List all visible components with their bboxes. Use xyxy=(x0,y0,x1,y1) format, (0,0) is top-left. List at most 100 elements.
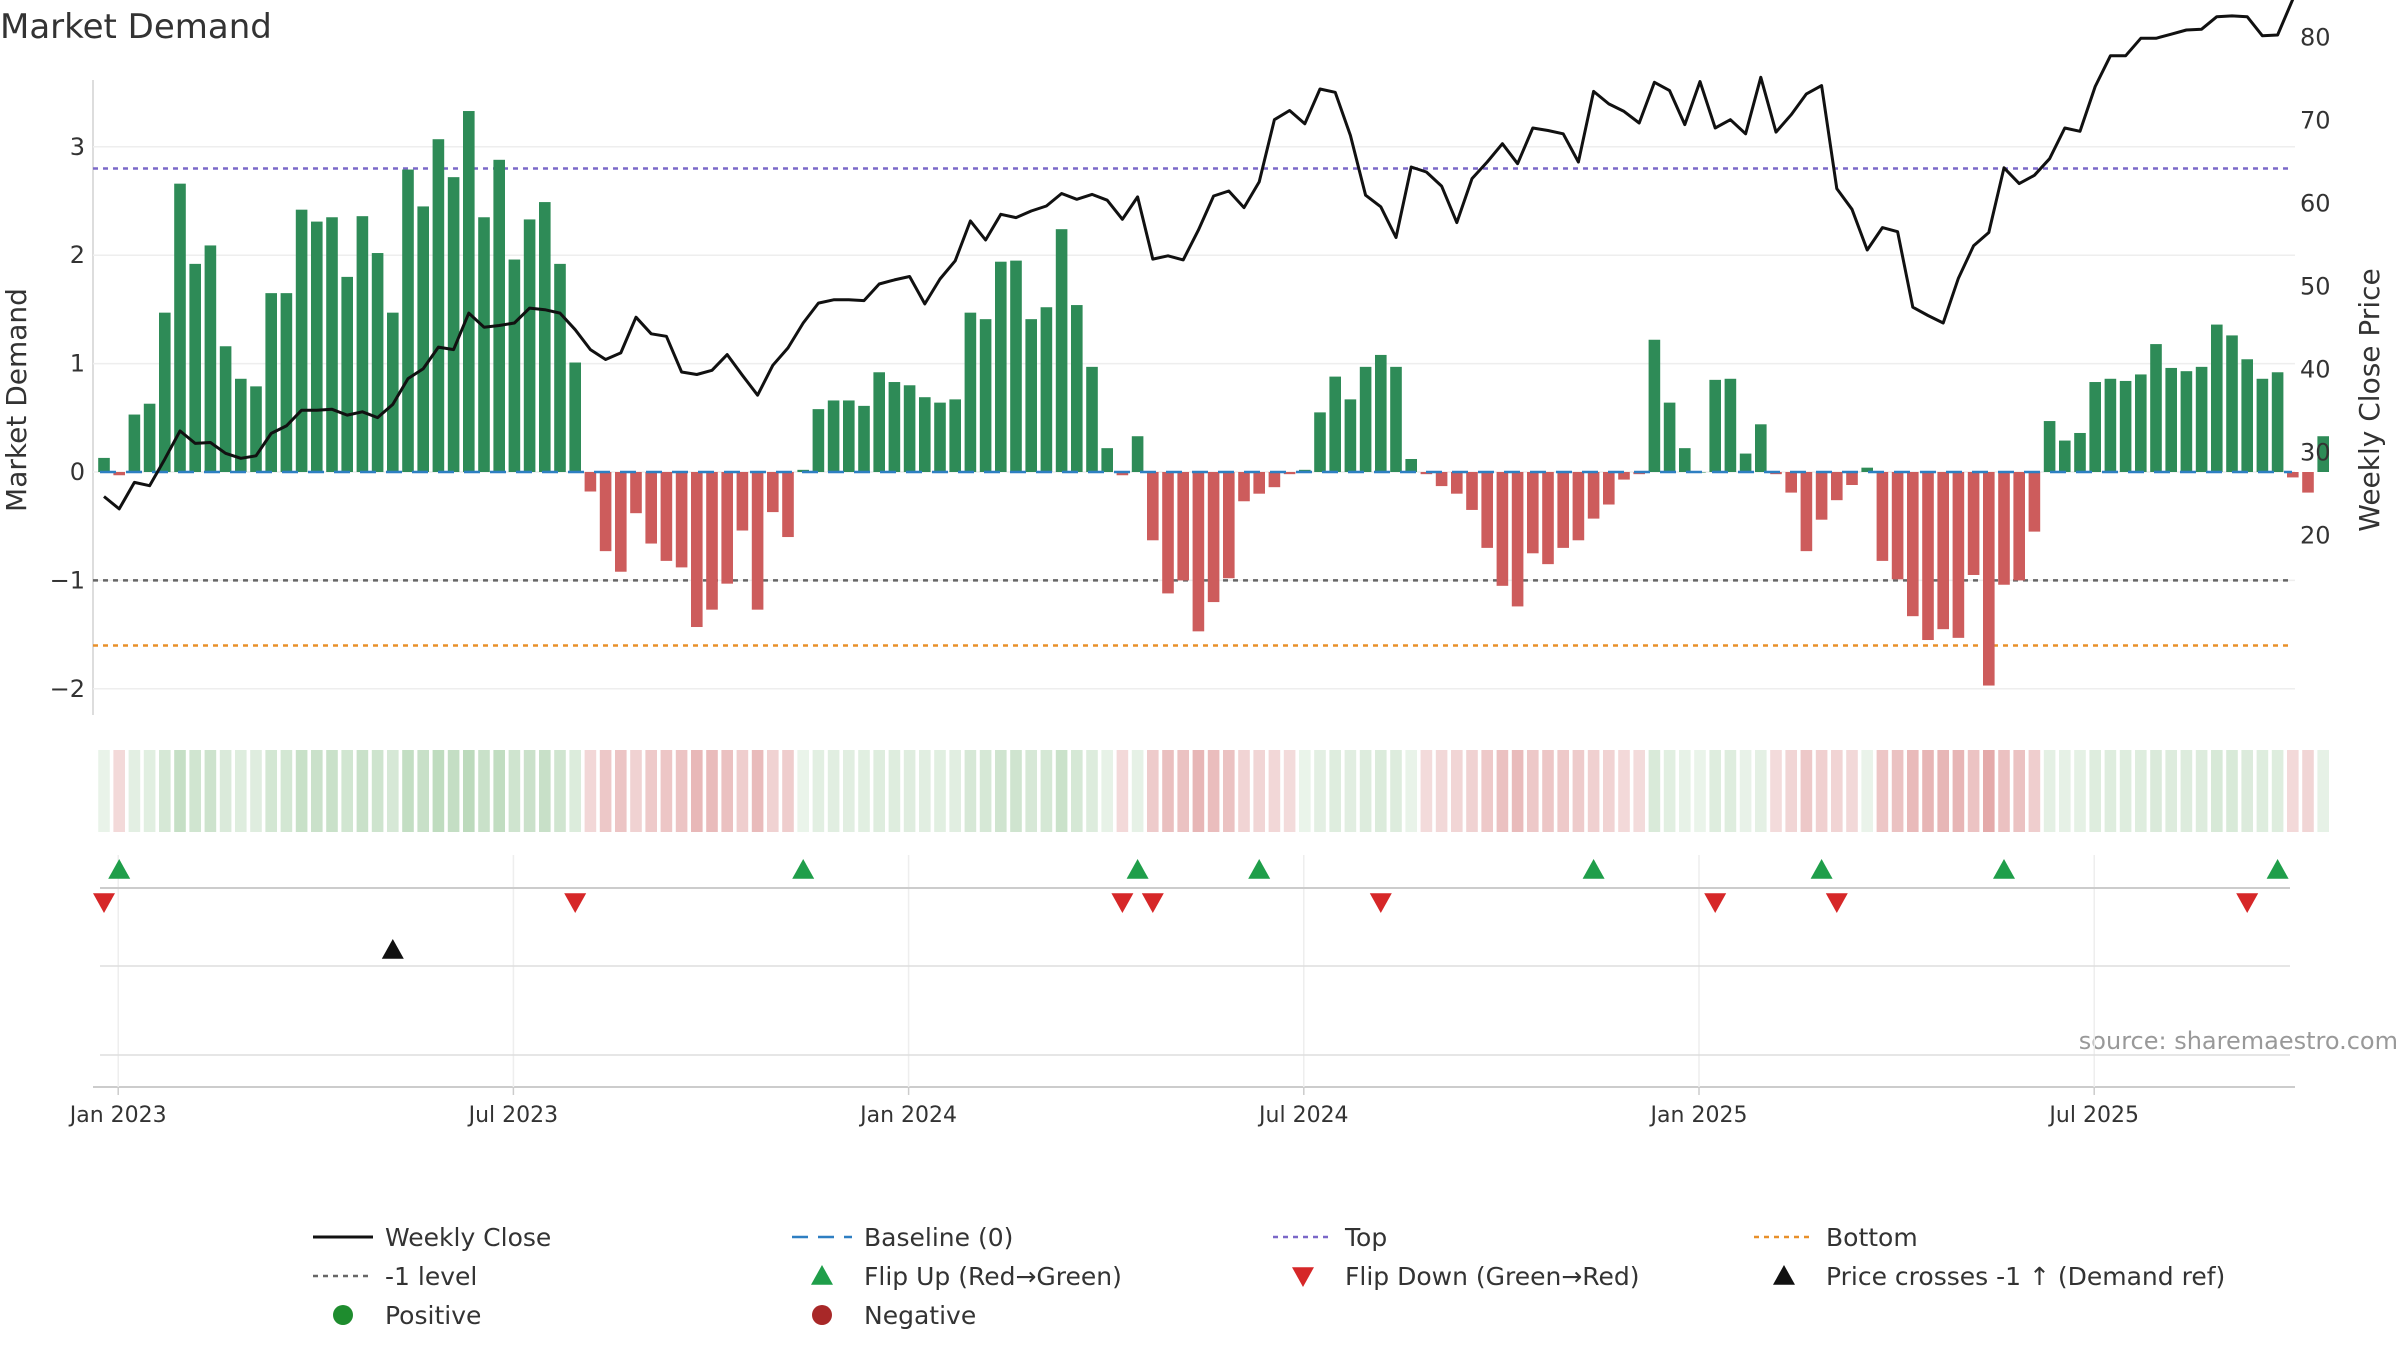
flip-down-marker xyxy=(2236,893,2259,913)
strip-cell xyxy=(1572,750,1585,832)
strip-cell xyxy=(554,750,566,832)
demand-bar xyxy=(143,403,156,472)
strip-cell xyxy=(1739,750,1752,832)
demand-bar xyxy=(949,399,961,472)
flip-up-marker xyxy=(1810,859,1833,879)
demand-bar xyxy=(1739,453,1752,472)
strip-cell xyxy=(751,750,764,832)
strip-cell xyxy=(235,750,247,832)
strip-cell xyxy=(873,750,885,832)
strip-cell xyxy=(736,750,749,832)
legend-label-positive: Positive xyxy=(385,1301,481,1330)
x-tick-label: Jul 2025 xyxy=(2047,1103,2139,1128)
demand-bar xyxy=(630,472,642,514)
legend-swatch xyxy=(333,1305,353,1325)
demand-bar xyxy=(599,472,612,552)
strip-cell xyxy=(1603,750,1615,832)
demand-bar xyxy=(1618,472,1630,480)
demand-bar xyxy=(1846,472,1858,486)
signal-markers xyxy=(93,859,2289,959)
strip-cell xyxy=(1466,750,1478,832)
demand-bar xyxy=(645,472,657,544)
strip-cell xyxy=(463,750,475,832)
strip-cell xyxy=(827,750,840,832)
demand-bar xyxy=(1405,458,1417,472)
demand-bar xyxy=(417,206,429,473)
flip-up-marker xyxy=(1993,859,2015,879)
demand-bar xyxy=(995,261,1007,472)
strip-cell xyxy=(204,750,217,832)
demand-bar xyxy=(1998,472,2010,585)
strip-cell xyxy=(1268,750,1281,832)
strip-cell xyxy=(1086,750,1098,832)
strip-cell xyxy=(1542,750,1554,832)
demand-bar xyxy=(1527,472,1539,554)
demand-bar xyxy=(1390,366,1402,472)
demand-bar xyxy=(402,169,414,472)
demand-bar xyxy=(1724,378,1737,472)
strip-cell xyxy=(387,750,399,832)
demand-bar xyxy=(265,293,277,472)
demand-bar xyxy=(873,372,885,472)
strip-cell xyxy=(1344,750,1357,832)
demand-bar xyxy=(675,472,688,568)
strip-cell xyxy=(508,750,521,832)
demand-bar xyxy=(311,221,323,472)
strip-cell xyxy=(1116,750,1129,832)
strip-cell xyxy=(2104,750,2117,832)
demand-bar xyxy=(280,293,293,472)
demand-bar xyxy=(1557,472,1569,548)
strip-cell xyxy=(2180,750,2193,832)
legend-label-close: Weekly Close xyxy=(385,1223,551,1252)
flip-up-marker xyxy=(1582,859,1605,879)
strip-cell xyxy=(402,750,414,832)
legend-swatch xyxy=(811,1265,833,1285)
weekly-close-line xyxy=(103,0,2295,511)
strip-cell xyxy=(1177,750,1189,832)
demand-bar xyxy=(569,362,581,472)
strip-cell xyxy=(2119,750,2132,832)
strip-cell xyxy=(2271,750,2284,832)
demand-bar xyxy=(1192,472,1205,632)
strip-cell xyxy=(219,750,232,832)
demand-bar xyxy=(1162,472,1174,594)
strip-cell xyxy=(1876,750,1889,832)
strip-cell xyxy=(767,750,779,832)
demand-bar xyxy=(1983,472,1995,686)
demand-bar xyxy=(2211,324,2223,472)
strip-cell xyxy=(979,750,992,832)
strip-cell xyxy=(812,750,825,832)
y-axis-label: Market Demand xyxy=(0,288,33,512)
demand-bar xyxy=(903,385,916,472)
demand-bar xyxy=(2317,436,2329,472)
strip-cell xyxy=(98,750,110,832)
strip-cell xyxy=(326,750,338,832)
demand-bar xyxy=(2287,472,2299,478)
strip-cell xyxy=(691,750,703,832)
demand-bar xyxy=(1907,472,1919,617)
demand-bar xyxy=(584,472,597,492)
demand-bar xyxy=(2256,378,2269,472)
strip-cell xyxy=(1207,750,1220,832)
strip-cell xyxy=(569,750,581,832)
strip-cell xyxy=(2013,750,2025,832)
strip-cell xyxy=(2302,750,2314,832)
demand-bar xyxy=(493,159,505,473)
x-tick-label: Jul 2024 xyxy=(1257,1103,1349,1128)
demand-bar xyxy=(508,259,521,472)
demand-bar xyxy=(721,472,733,584)
demand-bar xyxy=(1359,366,1372,472)
source-footer: source: sharemaestro.com xyxy=(2079,1027,2398,1055)
strip-cell xyxy=(1451,750,1463,832)
strip-cell xyxy=(1861,750,1873,832)
demand-bar xyxy=(1268,472,1281,488)
demand-bar xyxy=(2226,335,2238,472)
strip-cell xyxy=(1587,750,1600,832)
demand-bar xyxy=(1116,472,1129,476)
strip-cell xyxy=(1846,750,1858,832)
demand-bar xyxy=(1922,472,1934,641)
strip-cell xyxy=(675,750,688,832)
y-tick-label: 1 xyxy=(70,350,85,378)
demand-bar xyxy=(2119,380,2132,472)
y2-tick-label: 40 xyxy=(2300,356,2331,384)
